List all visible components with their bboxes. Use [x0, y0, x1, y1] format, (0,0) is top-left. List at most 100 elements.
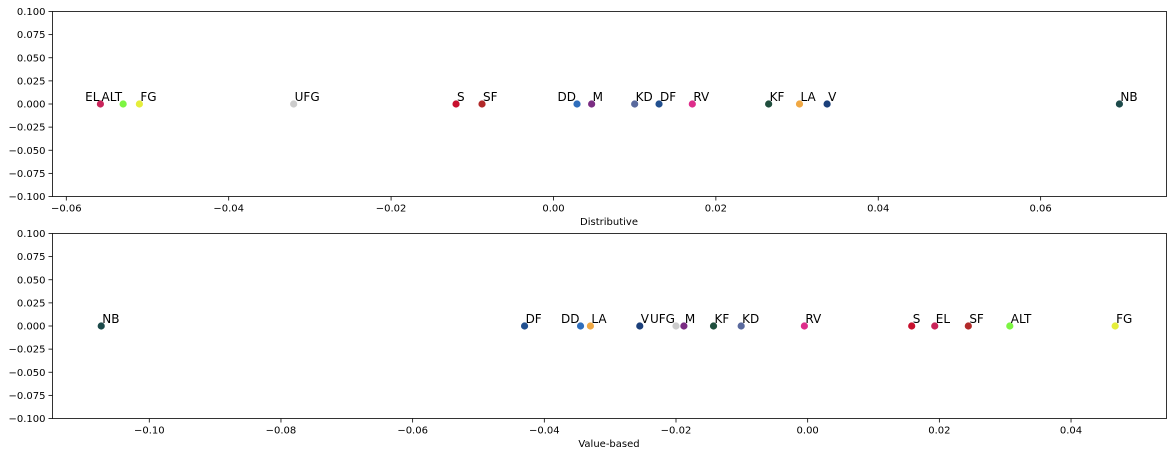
y-tick-label: 0.000	[17, 322, 46, 333]
point-ufg	[290, 100, 298, 108]
x-tick-label: −0.06	[51, 204, 82, 215]
y-tick-label: −0.025	[8, 123, 45, 134]
point-label-ufg: UFG	[295, 90, 320, 104]
point-s	[908, 322, 916, 330]
x-axis: −0.06 −0.04 −0.02 0.00 0.02 0.04 0.06	[51, 196, 1052, 215]
point-label-kd: KD	[742, 312, 759, 326]
y-tick-label: −0.025	[8, 345, 45, 356]
y-tick-label: −0.050	[8, 146, 45, 157]
point-rv	[800, 322, 808, 330]
point-kd	[631, 100, 639, 108]
y-tick-label: −0.075	[8, 169, 45, 180]
x-tick-label: 0.02	[928, 426, 950, 437]
point-label-dd: DD	[558, 90, 576, 104]
point-alt	[119, 100, 127, 108]
x-tick-label: 0.02	[705, 204, 727, 215]
point-kd	[737, 322, 745, 330]
point-label-nb: NB	[102, 312, 119, 326]
y-tick-label: 0.100	[17, 229, 46, 240]
point-label-m: M	[685, 312, 695, 326]
point-dd	[573, 100, 581, 108]
point-nb	[97, 322, 105, 330]
y-tick-label: −0.075	[8, 391, 45, 402]
y-tick-label: 0.025	[17, 76, 46, 87]
point-v	[823, 100, 831, 108]
x-tick-label: 0.06	[1030, 204, 1052, 215]
y-tick-label: 0.075	[17, 252, 46, 263]
point-nb	[1115, 100, 1124, 108]
point-label-fg: FG	[140, 90, 156, 104]
point-label-df: DF	[526, 312, 542, 326]
point-label-alt: ALT	[1011, 312, 1032, 326]
y-tick-label: 0.000	[17, 100, 46, 111]
point-label-s: S	[913, 312, 921, 326]
point-v	[636, 322, 644, 330]
x-tick-label: 0.00	[797, 426, 819, 437]
x-tick-label: 0.04	[1060, 426, 1082, 437]
point-kf	[709, 322, 718, 330]
point-label-dd: DD	[561, 312, 579, 326]
point-m	[588, 100, 596, 108]
x-tick-label: −0.04	[213, 204, 244, 215]
point-label-la: LA	[800, 90, 816, 104]
x-tick-label: 0.04	[867, 204, 889, 215]
point-kf	[765, 100, 773, 108]
point-label-kf: KF	[770, 90, 785, 104]
point-label-sf: SF	[483, 90, 498, 104]
point-label-el: EL	[85, 90, 100, 104]
x-axis-label: Value-based	[578, 439, 639, 450]
scatter-points: EL ALT FG UFG S SF DD M KD DF RV KF LA V NB	[85, 90, 1138, 108]
point-ufg	[672, 322, 680, 330]
point-dd	[576, 322, 585, 330]
point-label-nb: NB	[1120, 90, 1137, 104]
point-sf	[478, 100, 486, 108]
y-tick-label: 0.025	[17, 298, 46, 309]
x-tick-label: −0.02	[376, 204, 407, 215]
value-based-panel: 0.100 0.075 0.050 0.025 0.000 −0.025 −0.050 −0.…	[8, 229, 1167, 450]
point-el	[96, 100, 105, 108]
y-tick-label: −0.100	[8, 414, 45, 425]
y-tick-label: −0.100	[8, 192, 45, 203]
y-tick-label: 0.050	[17, 53, 46, 64]
point-label-kd: KD	[636, 90, 653, 104]
x-tick-label: −0.08	[266, 426, 297, 437]
point-df	[520, 322, 529, 330]
point-label-v: V	[641, 312, 650, 326]
point-label-la: LA	[591, 312, 607, 326]
point-la	[586, 322, 595, 330]
point-la	[795, 100, 804, 108]
point-label-rv: RV	[693, 90, 710, 104]
y-tick-label: 0.050	[17, 275, 46, 286]
y-tick-label: −0.050	[8, 368, 45, 379]
point-label-sf: SF	[969, 312, 984, 326]
scatter-points: NB DF DD LA V UFG M KF KD RV S EL SF ALT FG	[97, 312, 1132, 330]
x-tick-label: −0.10	[134, 426, 165, 437]
x-tick-label: −0.02	[661, 426, 692, 437]
point-fg	[135, 100, 143, 108]
x-axis-label: Distributive	[580, 217, 638, 228]
point-label-m: M	[593, 90, 603, 104]
distributive-panel: 0.100 0.075 0.050 0.025 0.000 −0.025 −0.050 −0.…	[8, 7, 1167, 228]
point-label-ufg: UFG	[650, 312, 675, 326]
point-label-df: DF	[660, 90, 676, 104]
point-label-kf: KF	[715, 312, 730, 326]
point-label-el: EL	[936, 312, 951, 326]
point-rv	[688, 100, 696, 108]
point-s	[452, 100, 460, 108]
point-fg	[1111, 322, 1119, 330]
x-tick-label: −0.06	[397, 426, 428, 437]
point-label-rv: RV	[805, 312, 822, 326]
plot-frame	[52, 233, 1167, 419]
y-axis: 0.100 0.075 0.050 0.025 0.000 −0.025 −0.050 −0.…	[8, 7, 53, 203]
point-label-alt: ALT	[102, 90, 123, 104]
x-tick-label: 0.00	[542, 204, 564, 215]
y-tick-label: 0.075	[17, 30, 46, 41]
point-label-v: V	[828, 90, 837, 104]
point-el	[931, 322, 939, 330]
y-axis: 0.100 0.075 0.050 0.025 0.000 −0.025 −0.050 −0.…	[8, 229, 53, 425]
x-tick-label: −0.04	[529, 426, 560, 437]
point-df	[655, 100, 663, 108]
point-alt	[1006, 322, 1014, 330]
point-m	[680, 322, 688, 330]
